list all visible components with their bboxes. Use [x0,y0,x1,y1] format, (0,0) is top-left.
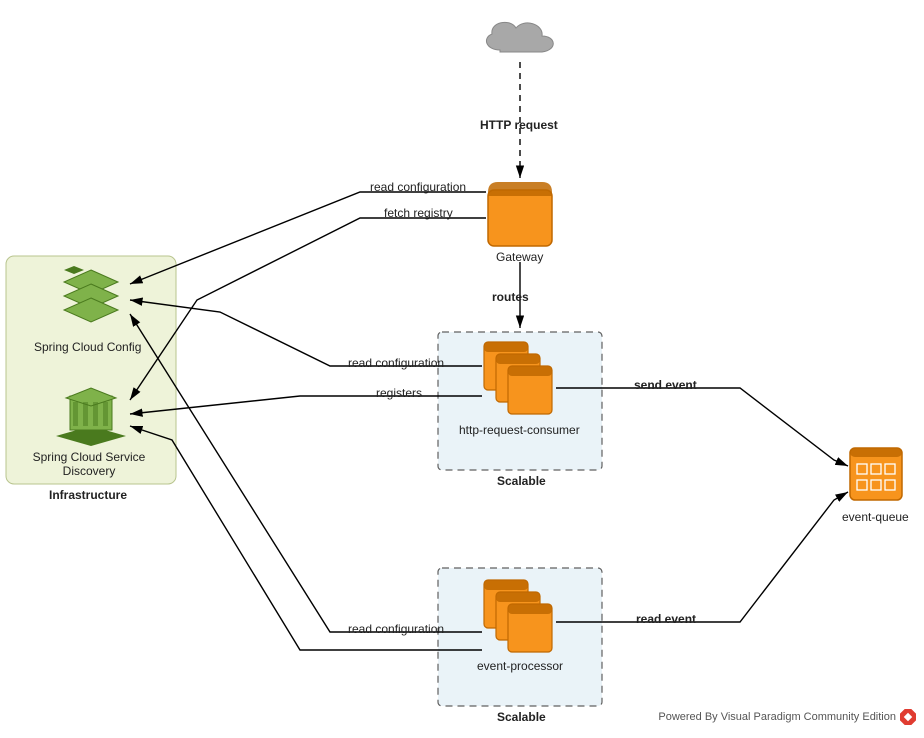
edge-label-readevent: read event [636,612,696,626]
node-label-event-queue: event-queue [842,510,909,524]
node-label-event-processor: event-processor [477,659,563,673]
edge-label-readcfg3: read configuration [348,622,444,636]
edge-label-routes: routes [492,290,529,304]
edge-label-fetchreg: fetch registry [384,206,453,220]
group-label-scalable2: Scalable [497,710,546,724]
vp-logo-icon [900,709,916,725]
edge-label-http: HTTP request [480,118,558,132]
edge-label-registers: registers [376,386,422,400]
footer-text: Powered By Visual Paradigm Community Edi… [658,711,896,723]
edge-label-sendevent: send event [634,378,697,392]
node-label-config: Spring Cloud Config [34,340,141,354]
edge-label-readcfg1: read configuration [370,180,466,194]
node-label-http-consumer: http-request-consumer [459,423,580,437]
diagram-canvas: HTTP request read configuration fetch re… [0,0,924,733]
group-label-scalable1: Scalable [497,474,546,488]
edge-label-readcfg2: read configuration [348,356,444,370]
diagram-svg [0,0,924,733]
node-label-discovery: Spring Cloud Service Discovery [10,450,168,478]
group-label-infra: Infrastructure [49,488,127,502]
node-label-gateway: Gateway [496,250,543,264]
